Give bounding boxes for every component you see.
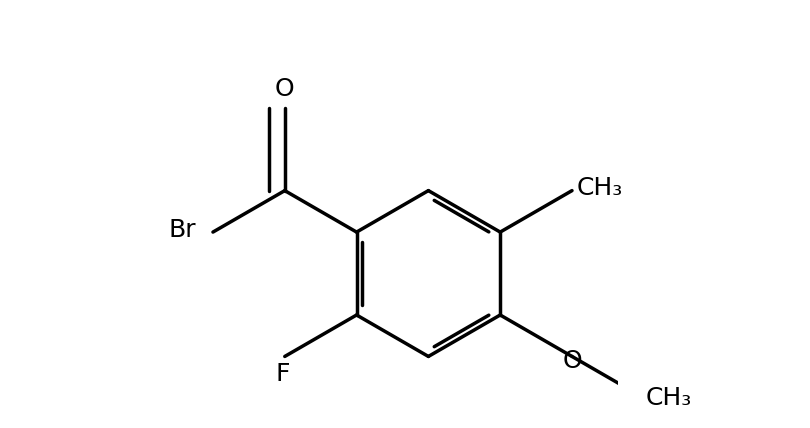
- Text: O: O: [275, 77, 295, 101]
- Text: Br: Br: [168, 218, 196, 242]
- Text: CH₃: CH₃: [646, 386, 693, 410]
- Text: O: O: [562, 349, 582, 373]
- Text: F: F: [275, 363, 290, 386]
- Text: CH₃: CH₃: [576, 176, 623, 200]
